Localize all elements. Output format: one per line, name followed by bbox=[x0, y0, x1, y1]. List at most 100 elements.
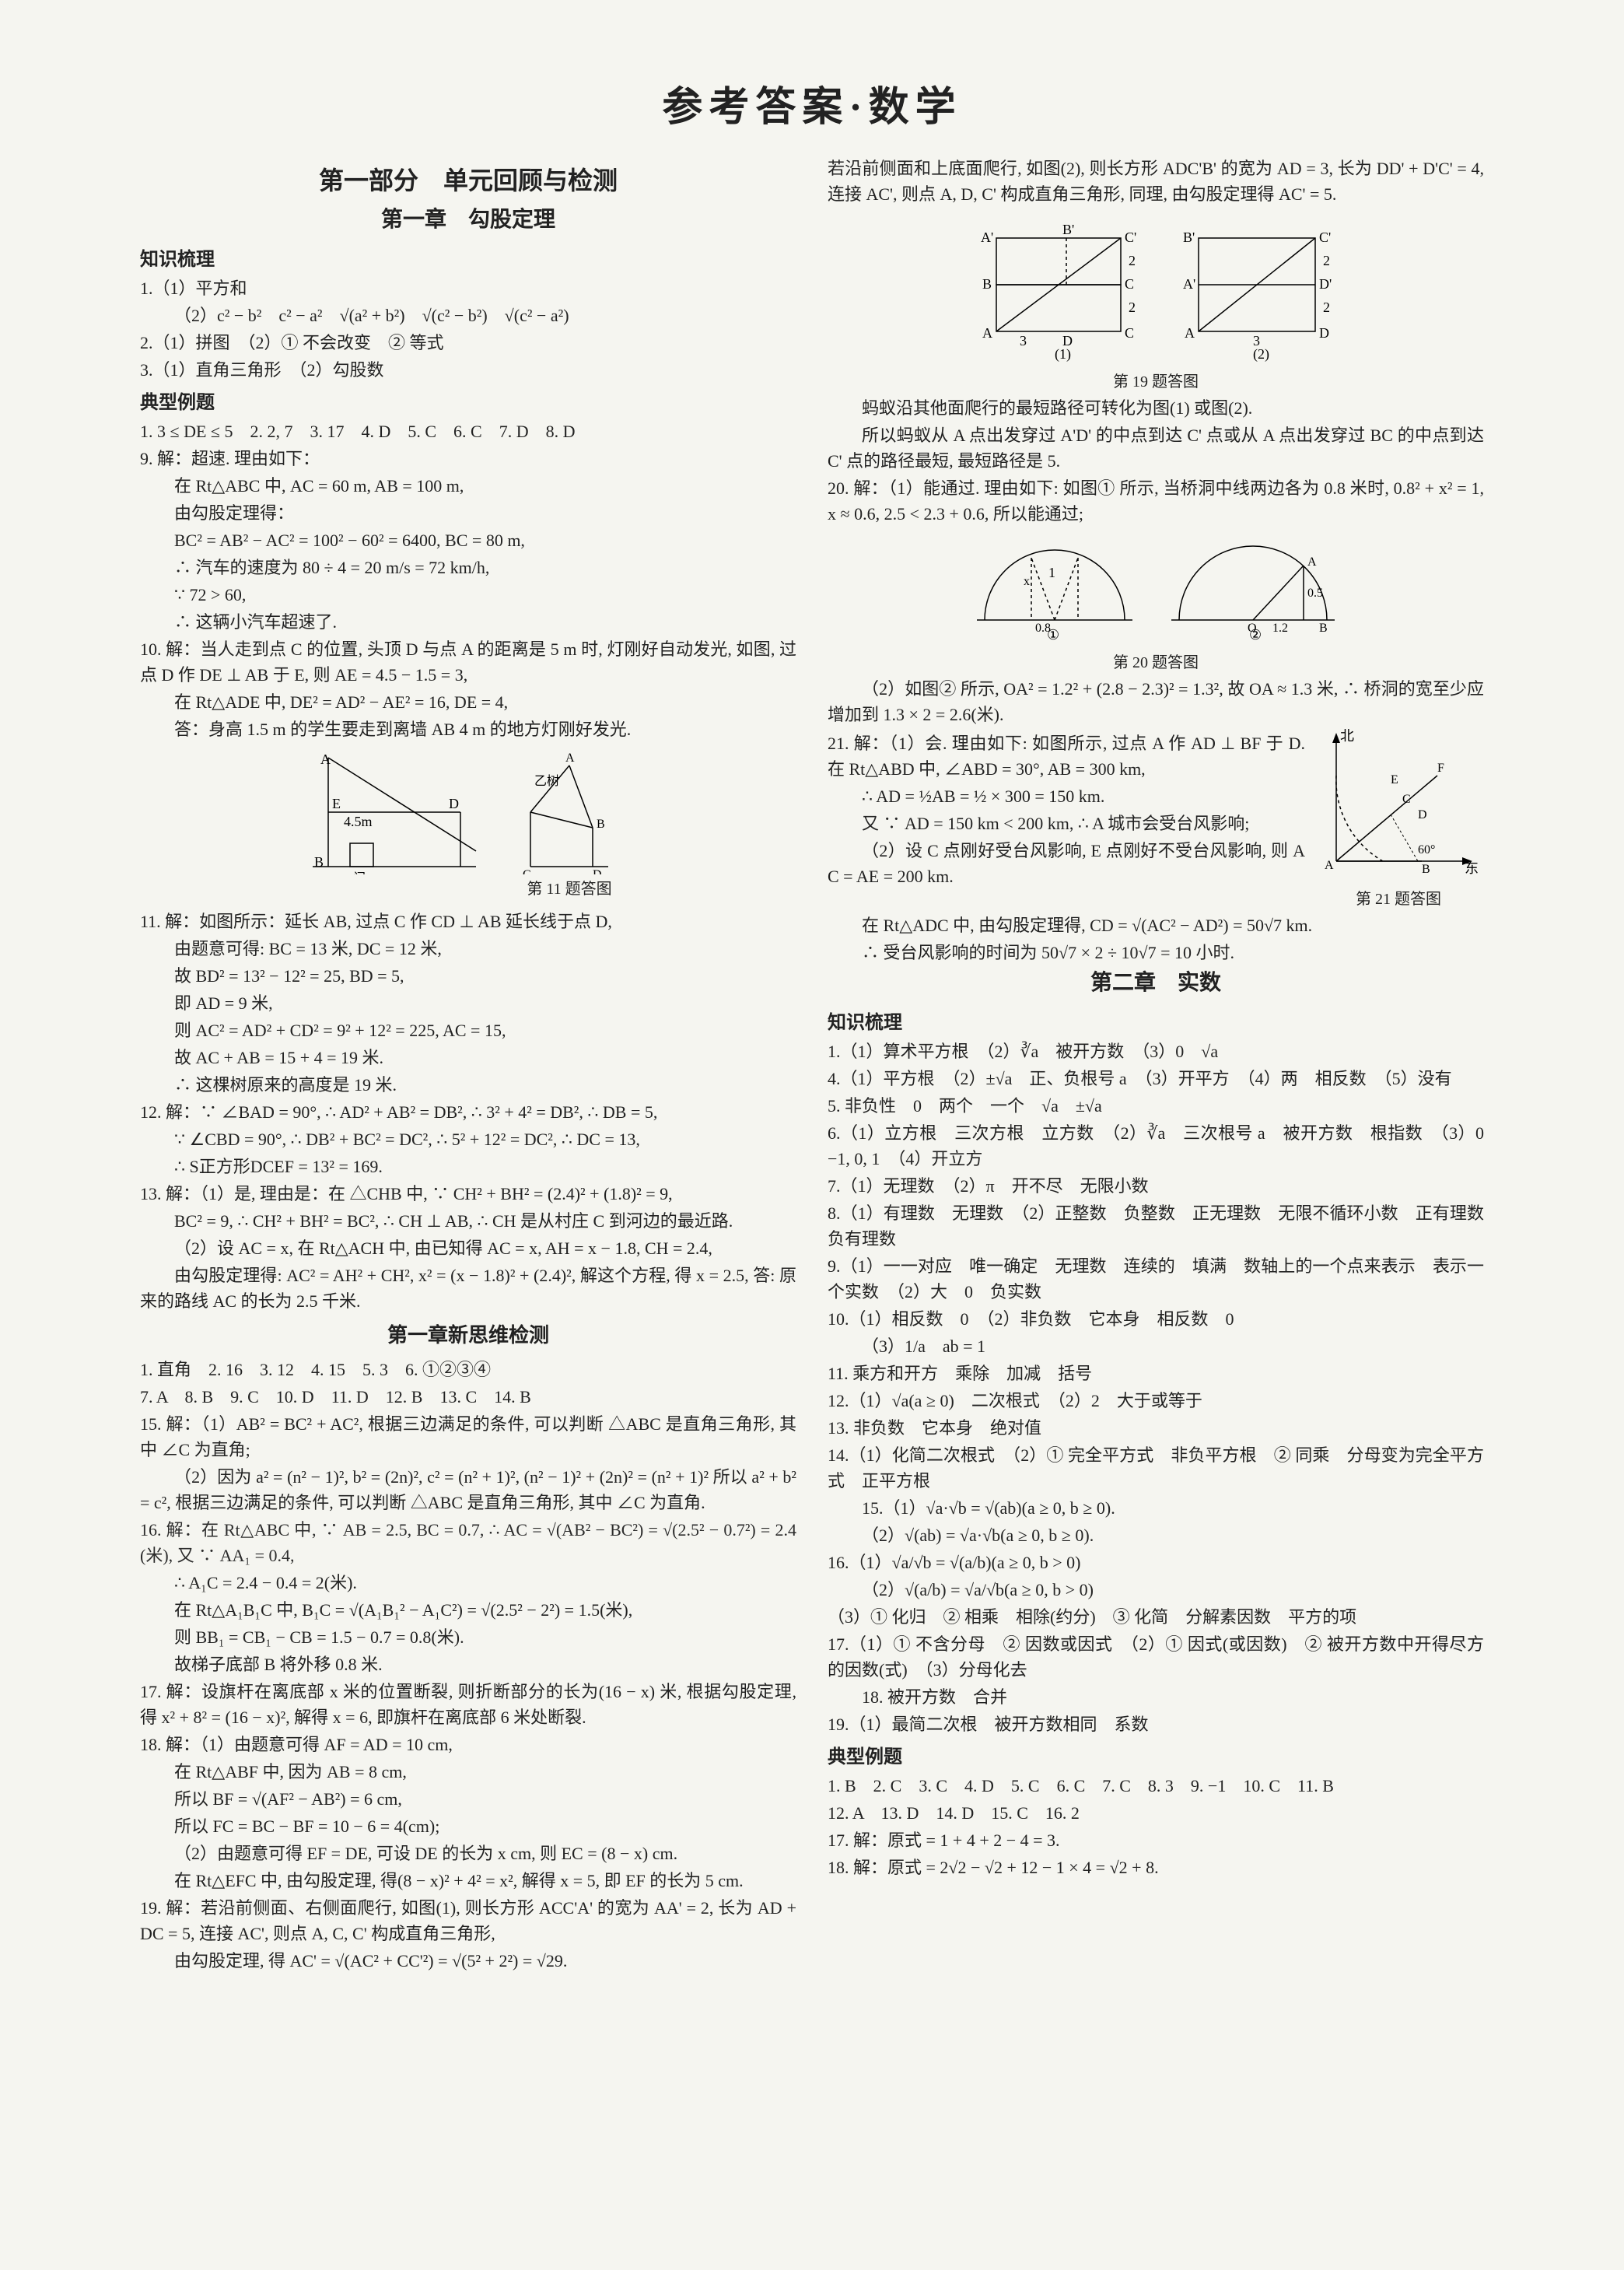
chapter2-header: 第二章 实数 bbox=[828, 967, 1484, 1000]
svg-text:B: B bbox=[1422, 863, 1430, 876]
svg-text:B: B bbox=[982, 276, 992, 292]
text-line: ∴ A₁C = 2.4 − 0.4 = 2(米). bbox=[140, 1570, 796, 1596]
svg-text:60°: 60° bbox=[1418, 843, 1435, 857]
fig-q19-2: B' C' A' D' A D 2 2 3 (2) bbox=[1167, 215, 1346, 363]
text-line: 4.（1）平方根 （2）±√a 正、负根号 a （3）开平方 （4）两 相反数 … bbox=[828, 1066, 1484, 1091]
svg-text:北: 北 bbox=[1340, 729, 1354, 744]
text-line: ∴ 受台风影响的时间为 50√7 × 2 ÷ 10√7 = 10 小时. bbox=[828, 940, 1484, 965]
text-line: （2）设 AC = x, 在 Rt△ACH 中, 由已知得 AC = x, AH… bbox=[140, 1235, 796, 1261]
text-line: 在 Rt△ABF 中, 因为 AB = 8 cm, bbox=[140, 1759, 796, 1785]
svg-text:乙树: 乙树 bbox=[534, 774, 559, 788]
text-line: 在 Rt△A₁B₁C 中, B₁C = √(A₁B₁² − A₁C²) = √(… bbox=[140, 1597, 796, 1623]
fig-q21: A B C D E F 北 东 60° 第 21 题答图 bbox=[1313, 729, 1484, 911]
text-line: 13. 解：（1）是, 理由是：在 △CHB 中, ∵ CH² + BH² = … bbox=[140, 1181, 796, 1207]
text-line: 2.（1）拼图 （2）① 不会改变 ② 等式 bbox=[140, 330, 796, 356]
text-line: 9.（1）一一对应 唯一确定 无理数 连续的 填满 数轴上的一个点来表示 表示一… bbox=[828, 1253, 1484, 1305]
text-line: （2）因为 a² = (n² − 1)², b² = (2n)², c² = (… bbox=[140, 1464, 796, 1515]
svg-text:C: C bbox=[1402, 793, 1411, 806]
text-line: 17.（1）① 不含分母 ② 因数或因式 （2）① 因式(或因数) ② 被开方数… bbox=[828, 1631, 1484, 1683]
text-line: 所以 BF = √(AF² − AB²) = 6 cm, bbox=[140, 1786, 796, 1812]
text-line: ∵ ∠CBD = 90°, ∴ DB² + BC² = DC², ∴ 5² + … bbox=[140, 1126, 796, 1152]
text-line: 17. 解：原式 = 1 + 4 + 2 − 4 = 3. bbox=[828, 1827, 1484, 1853]
svg-text:4.5m: 4.5m bbox=[344, 814, 373, 829]
section-zhishi: 知识梳理 bbox=[140, 246, 796, 274]
svg-text:2: 2 bbox=[1129, 253, 1136, 268]
text-line: 由勾股定理, 得 AC' = √(AC² + CC'²) = √(5² + 2²… bbox=[140, 1948, 796, 1974]
text-line: 17. 解：设旗杆在离底部 x 米的位置断裂, 则折断部分的长为(16 − x)… bbox=[140, 1679, 796, 1730]
text-line: 18. 解：原式 = 2√2 − √2 + 12 − 1 × 4 = √2 + … bbox=[828, 1855, 1484, 1880]
text-line: ∴ 汽车的速度为 80 ÷ 4 = 20 m/s = 72 km/h, bbox=[140, 555, 796, 580]
text-line: 1. 3 ≤ DE ≤ 5 2. 2, 7 3. 17 4. D 5. C 6.… bbox=[140, 419, 796, 444]
text-line: 14.（1）化简二次根式 （2）① 完全平方式 非负平方根 ② 同乘 分母变为完… bbox=[828, 1442, 1484, 1494]
svg-text:C: C bbox=[1125, 325, 1134, 341]
text-line: 19.（1）最简二次根 被开方数相同 系数 bbox=[828, 1711, 1484, 1737]
text-line: 19. 解：若沿前侧面、右侧面爬行, 如图(1), 则长方形 ACC'A' 的宽… bbox=[140, 1895, 796, 1946]
text-line: 3.（1）直角三角形 （2）勾股数 bbox=[140, 357, 796, 383]
text-line: 1. B 2. C 3. C 4. D 5. C 6. C 7. C 8. 3 … bbox=[828, 1773, 1484, 1799]
svg-text:②: ② bbox=[1249, 627, 1262, 643]
section-dianxing: 典型例题 bbox=[140, 389, 796, 417]
text-line: 蚂蚁沿其他面爬行的最短路径可转化为图(1) 或图(2). bbox=[828, 395, 1484, 421]
svg-text:2: 2 bbox=[1323, 253, 1330, 268]
fig-caption: 第 19 题答图 bbox=[828, 370, 1484, 394]
svg-text:C: C bbox=[523, 868, 531, 874]
svg-text:C': C' bbox=[1125, 229, 1136, 245]
fig-caption: 第 21 题答图 bbox=[1313, 888, 1484, 911]
text-line: 5. 非负性 0 两个 一个 √a ±√a bbox=[828, 1093, 1484, 1119]
text-line: 故梯子底部 B 将外移 0.8 米. bbox=[140, 1652, 796, 1677]
text-line: 所以蚂蚁从 A 点出发穿过 A'D' 的中点到达 C' 点或从 A 点出发穿过 … bbox=[828, 422, 1484, 474]
svg-text:1.2: 1.2 bbox=[1272, 622, 1288, 635]
fig-q20-2: O A B 0.5 1.2 ② bbox=[1164, 534, 1342, 643]
text-line: ∴ S正方形DCEF = 13² = 169. bbox=[140, 1154, 796, 1179]
figure-q20: 1 x 0.8 ① O A B 0.5 1.2 ② bbox=[828, 534, 1484, 643]
text-line: ∵ 72 > 60, bbox=[140, 582, 796, 608]
text-line: 1.（1）算术平方根 （2）∛a 被开方数 （3）0 √a bbox=[828, 1039, 1484, 1064]
svg-text:B: B bbox=[314, 854, 324, 870]
text-line: 即 AD = 9 米, bbox=[140, 990, 796, 1016]
text-line: 18. 解：（1）由题意可得 AF = AD = 10 cm, bbox=[140, 1732, 796, 1757]
svg-text:D: D bbox=[1319, 325, 1329, 341]
text-line: 由勾股定理得： bbox=[140, 500, 796, 526]
svg-text:x: x bbox=[1024, 575, 1030, 588]
svg-text:B: B bbox=[1319, 622, 1328, 635]
svg-text:①: ① bbox=[1047, 627, 1059, 643]
text-line: ∴ 这辆小汽车超速了. bbox=[140, 609, 796, 635]
svg-q10: A B D E 4.5m 门 bbox=[305, 750, 484, 874]
svg-text:D: D bbox=[593, 868, 602, 874]
figure-q10-q11: A B D E 4.5m 门 A B C bbox=[140, 750, 796, 901]
text-line: 13. 非负数 它本身 绝对值 bbox=[828, 1415, 1484, 1441]
text-line: 8.（1）有理数 无理数 （2）正整数 负整数 正无理数 无限不循环小数 正有理… bbox=[828, 1200, 1484, 1252]
text-line: 1. 直角 2. 16 3. 12 4. 15 5. 3 6. ①②③④ bbox=[140, 1357, 796, 1382]
text-line: （2）由题意可得 EF = DE, 可设 DE 的长为 x cm, 则 EC =… bbox=[140, 1841, 796, 1866]
fig-caption: 第 11 题答图 bbox=[507, 878, 632, 901]
svg-text:3: 3 bbox=[1020, 333, 1027, 349]
text-line: 答：身高 1.5 m 的学生要走到离墙 AB 4 m 的地方灯刚好发光. bbox=[140, 716, 796, 742]
text-line: 21. 解：（1）会. 理由如下: 如图所示, 过点 A 作 AD ⊥ BF 于… bbox=[828, 730, 1305, 782]
page-title: 参考答案·数学 bbox=[140, 78, 1484, 138]
svg-text:A: A bbox=[982, 325, 992, 341]
part-header: 第一部分 单元回顾与检测 bbox=[140, 162, 796, 199]
subchapter-header: 第一章新思维检测 bbox=[140, 1320, 796, 1350]
text-line: 7.（1）无理数 （2）π 开不尽 无限小数 bbox=[828, 1173, 1484, 1199]
svg-text:A: A bbox=[320, 751, 331, 767]
text-line: （3）1/a ab = 1 bbox=[828, 1333, 1484, 1359]
svg-text:A': A' bbox=[1183, 276, 1195, 292]
two-column-layout: 第一部分 单元回顾与检测 第一章 勾股定理 知识梳理 1.（1）平方和 （2）c… bbox=[140, 154, 1484, 1975]
q21-layout: 21. 解：（1）会. 理由如下: 如图所示, 过点 A 作 AD ⊥ BF 于… bbox=[828, 729, 1484, 911]
text-line: 1.（1）平方和 bbox=[140, 275, 796, 301]
svg-text:F: F bbox=[1437, 762, 1444, 775]
text-line: （2）c² − b² c² − a² √(a² + b²) √(c² − b²)… bbox=[140, 303, 796, 328]
text-line: 15.（1）√a·√b = √(ab)(a ≥ 0, b ≥ 0). bbox=[828, 1495, 1484, 1521]
svg-q21: A B C D E F 北 东 60° bbox=[1313, 729, 1484, 885]
svg-text:B: B bbox=[597, 818, 605, 831]
svg-text:1: 1 bbox=[1048, 565, 1055, 580]
svg-text:B': B' bbox=[1183, 229, 1195, 245]
fig-q11: A B C D 乙树 第 11 题答图 bbox=[507, 750, 632, 901]
fig-q20-1: 1 x 0.8 ① bbox=[969, 534, 1140, 643]
text-line: 20. 解：（1）能通过. 理由如下: 如图① 所示, 当桥洞中线两边各为 0.… bbox=[828, 475, 1484, 527]
text-line: 10. 解：当人走到点 C 的位置, 头顶 D 与点 A 的距离是 5 m 时,… bbox=[140, 636, 796, 688]
svg-text:A': A' bbox=[981, 229, 993, 245]
text-line: 在 Rt△ABC 中, AC = 60 m, AB = 100 m, bbox=[140, 473, 796, 499]
text-line: （2）如图② 所示, OA² = 1.2² + (2.8 − 2.3)² = 1… bbox=[828, 676, 1484, 727]
text-line: ∴ AD = ½AB = ½ × 300 = 150 km. bbox=[828, 783, 1305, 809]
